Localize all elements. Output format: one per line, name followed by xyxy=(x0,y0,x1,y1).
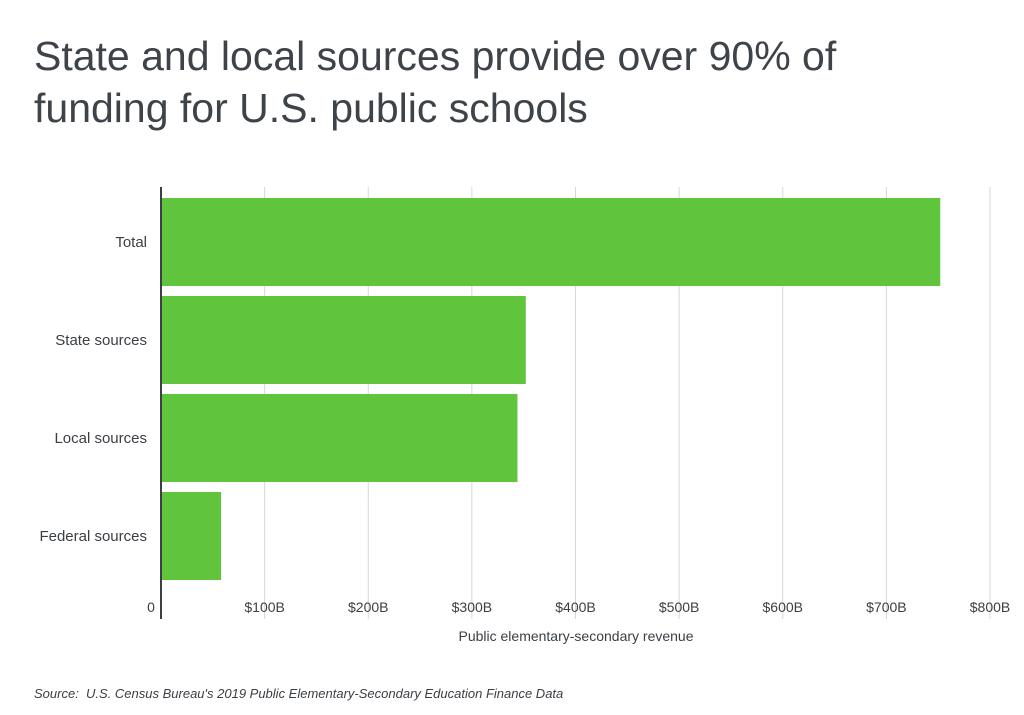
x-axis-label: Public elementary-secondary revenue xyxy=(458,628,693,644)
bar xyxy=(161,394,518,482)
bar xyxy=(161,198,941,286)
category-labels: Total State sources Local sources Federal s… xyxy=(39,234,147,545)
x-tick-label: $400B xyxy=(555,599,595,615)
category-label: State sources xyxy=(55,332,147,349)
x-tick-label: $100B xyxy=(244,599,284,615)
category-label: Total xyxy=(115,234,147,251)
x-tick-labels: 0 $100B $200B $300B $400B $500B $600B $700B $800… xyxy=(147,599,1010,615)
x-tick-label: $500B xyxy=(659,599,699,615)
bars xyxy=(161,198,941,580)
x-tick-label: $600B xyxy=(763,599,803,615)
x-tick-label: $700B xyxy=(866,599,906,615)
x-tick-label: $800B xyxy=(970,599,1010,615)
source-note: Source: U.S. Census Bureau's 2019 Public… xyxy=(34,686,564,701)
x-tick-label: 0 xyxy=(147,599,155,615)
bar xyxy=(161,492,222,580)
category-label: Federal sources xyxy=(39,528,147,545)
bar xyxy=(161,296,526,384)
category-label: Local sources xyxy=(54,430,147,447)
chart-title: State and local sources provide over 90%… xyxy=(34,33,837,131)
x-tick-label: $200B xyxy=(348,599,388,615)
x-tick-label: $300B xyxy=(452,599,492,615)
